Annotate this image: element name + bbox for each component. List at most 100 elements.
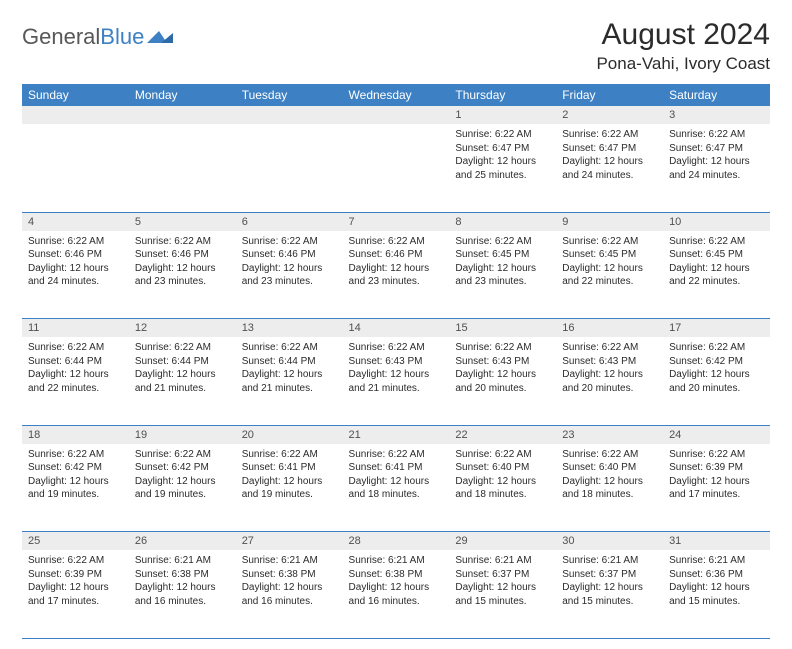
sunset-text: Sunset: 6:43 PM — [562, 355, 657, 369]
day-number-cell — [236, 106, 343, 124]
daylight-text: Daylight: 12 hours and 21 minutes. — [349, 368, 444, 395]
day-number-cell: 4 — [22, 212, 129, 231]
day-number-cell: 25 — [22, 532, 129, 551]
day-number-cell — [22, 106, 129, 124]
day-cell: Sunrise: 6:22 AMSunset: 6:43 PMDaylight:… — [556, 337, 663, 425]
sunset-text: Sunset: 6:40 PM — [562, 461, 657, 475]
day-cell: Sunrise: 6:22 AMSunset: 6:45 PMDaylight:… — [556, 231, 663, 319]
daylight-text: Daylight: 12 hours and 24 minutes. — [669, 155, 764, 182]
daylight-text: Daylight: 12 hours and 22 minutes. — [28, 368, 123, 395]
day-number-cell: 15 — [449, 319, 556, 338]
sunrise-text: Sunrise: 6:22 AM — [349, 448, 444, 462]
sunset-text: Sunset: 6:45 PM — [669, 248, 764, 262]
daylight-text: Daylight: 12 hours and 15 minutes. — [455, 581, 550, 608]
sunrise-text: Sunrise: 6:21 AM — [455, 554, 550, 568]
day-cell: Sunrise: 6:22 AMSunset: 6:46 PMDaylight:… — [129, 231, 236, 319]
daylight-text: Daylight: 12 hours and 24 minutes. — [28, 262, 123, 289]
sunrise-text: Sunrise: 6:21 AM — [242, 554, 337, 568]
day-cell: Sunrise: 6:22 AMSunset: 6:46 PMDaylight:… — [22, 231, 129, 319]
logo-flag-icon — [147, 29, 173, 47]
day-cell: Sunrise: 6:22 AMSunset: 6:47 PMDaylight:… — [663, 124, 770, 212]
day-number-cell: 14 — [343, 319, 450, 338]
day-cell: Sunrise: 6:22 AMSunset: 6:45 PMDaylight:… — [449, 231, 556, 319]
day-cell: Sunrise: 6:22 AMSunset: 6:42 PMDaylight:… — [663, 337, 770, 425]
day-number-cell: 7 — [343, 212, 450, 231]
sunrise-text: Sunrise: 6:22 AM — [349, 341, 444, 355]
sunrise-text: Sunrise: 6:22 AM — [28, 341, 123, 355]
daylight-text: Daylight: 12 hours and 19 minutes. — [28, 475, 123, 502]
sunset-text: Sunset: 6:38 PM — [242, 568, 337, 582]
day-cell: Sunrise: 6:22 AMSunset: 6:46 PMDaylight:… — [343, 231, 450, 319]
sunset-text: Sunset: 6:42 PM — [135, 461, 230, 475]
day-number-cell: 1 — [449, 106, 556, 124]
daylight-text: Daylight: 12 hours and 19 minutes. — [242, 475, 337, 502]
day-cell: Sunrise: 6:22 AMSunset: 6:40 PMDaylight:… — [556, 444, 663, 532]
day-cell: Sunrise: 6:21 AMSunset: 6:38 PMDaylight:… — [129, 550, 236, 638]
day-cell: Sunrise: 6:22 AMSunset: 6:39 PMDaylight:… — [22, 550, 129, 638]
sunrise-text: Sunrise: 6:22 AM — [135, 341, 230, 355]
sunrise-text: Sunrise: 6:22 AM — [455, 448, 550, 462]
daylight-text: Daylight: 12 hours and 20 minutes. — [562, 368, 657, 395]
page-header: GeneralBlue August 2024 Pona-Vahi, Ivory… — [22, 18, 770, 74]
day-cell: Sunrise: 6:22 AMSunset: 6:45 PMDaylight:… — [663, 231, 770, 319]
logo-text-2: Blue — [100, 24, 144, 50]
page-title: August 2024 — [596, 18, 770, 52]
daylight-text: Daylight: 12 hours and 23 minutes. — [242, 262, 337, 289]
day-number-cell: 12 — [129, 319, 236, 338]
sunrise-text: Sunrise: 6:21 AM — [135, 554, 230, 568]
day-number-cell: 5 — [129, 212, 236, 231]
sunrise-text: Sunrise: 6:22 AM — [135, 235, 230, 249]
sunrise-text: Sunrise: 6:22 AM — [455, 341, 550, 355]
day-number-cell: 11 — [22, 319, 129, 338]
day-cell: Sunrise: 6:22 AMSunset: 6:44 PMDaylight:… — [129, 337, 236, 425]
daylight-text: Daylight: 12 hours and 17 minutes. — [669, 475, 764, 502]
day-cell: Sunrise: 6:22 AMSunset: 6:44 PMDaylight:… — [236, 337, 343, 425]
day-number-row: 123 — [22, 106, 770, 124]
logo: GeneralBlue — [22, 24, 173, 50]
day-cell: Sunrise: 6:22 AMSunset: 6:42 PMDaylight:… — [129, 444, 236, 532]
daylight-text: Daylight: 12 hours and 21 minutes. — [135, 368, 230, 395]
day-cell: Sunrise: 6:22 AMSunset: 6:47 PMDaylight:… — [449, 124, 556, 212]
day-body-row: Sunrise: 6:22 AM Sunset: 6:42 PM Daylight:… — [22, 444, 770, 532]
sunset-text: Sunset: 6:37 PM — [455, 568, 550, 582]
day-number-cell — [129, 106, 236, 124]
daylight-text: Daylight: 12 hours and 15 minutes. — [562, 581, 657, 608]
sunrise-text: Sunrise: 6:22 AM — [455, 235, 550, 249]
sunset-text: Sunset: 6:47 PM — [562, 142, 657, 156]
day-body-row: Sunrise: 6:22 AMSunset: 6:47 PMDaylight:… — [22, 124, 770, 212]
calendar-table: Sunday Monday Tuesday Wednesday Thursday… — [22, 84, 770, 639]
weekday-header: Sunday — [22, 84, 129, 106]
day-number-cell: 29 — [449, 532, 556, 551]
sunset-text: Sunset: 6:45 PM — [562, 248, 657, 262]
sunrise-text: Sunrise: 6:22 AM — [669, 235, 764, 249]
day-number-cell: 13 — [236, 319, 343, 338]
sunrise-text: Sunrise: 6:22 AM — [562, 448, 657, 462]
sunset-text: Sunset: 6:47 PM — [455, 142, 550, 156]
sunrise-text: Sunrise: 6:21 AM — [562, 554, 657, 568]
weekday-header: Friday — [556, 84, 663, 106]
weekday-header: Tuesday — [236, 84, 343, 106]
day-number-cell: 17 — [663, 319, 770, 338]
day-number-cell: 10 — [663, 212, 770, 231]
sunset-text: Sunset: 6:46 PM — [135, 248, 230, 262]
day-number-row: 18192021222324 — [22, 425, 770, 444]
sunset-text: Sunset: 6:44 PM — [28, 355, 123, 369]
day-number-cell: 18 — [22, 425, 129, 444]
sunrise-text: Sunrise: 6:22 AM — [669, 448, 764, 462]
sunset-text: Sunset: 6:40 PM — [455, 461, 550, 475]
sunset-text: Sunset: 6:36 PM — [669, 568, 764, 582]
daylight-text: Daylight: 12 hours and 23 minutes. — [455, 262, 550, 289]
sunrise-text: Sunrise: 6:22 AM — [669, 341, 764, 355]
day-number-cell: 30 — [556, 532, 663, 551]
day-cell: Sunrise: 6:22 AMSunset: 6:46 PMDaylight:… — [236, 231, 343, 319]
day-body-row: Sunrise: 6:22 AMSunset: 6:39 PMDaylight:… — [22, 550, 770, 638]
day-number-cell: 23 — [556, 425, 663, 444]
day-number-cell: 31 — [663, 532, 770, 551]
sunrise-text: Sunrise: 6:22 AM — [669, 128, 764, 142]
day-cell: Sunrise: 6:22 AMSunset: 6:43 PMDaylight:… — [449, 337, 556, 425]
daylight-text: Daylight: 12 hours and 25 minutes. — [455, 155, 550, 182]
day-body-row: Sunrise: 6:22 AMSunset: 6:44 PMDaylight:… — [22, 337, 770, 425]
day-cell — [129, 124, 236, 212]
day-number-cell: 9 — [556, 212, 663, 231]
daylight-text: Daylight: 12 hours and 16 minutes. — [135, 581, 230, 608]
